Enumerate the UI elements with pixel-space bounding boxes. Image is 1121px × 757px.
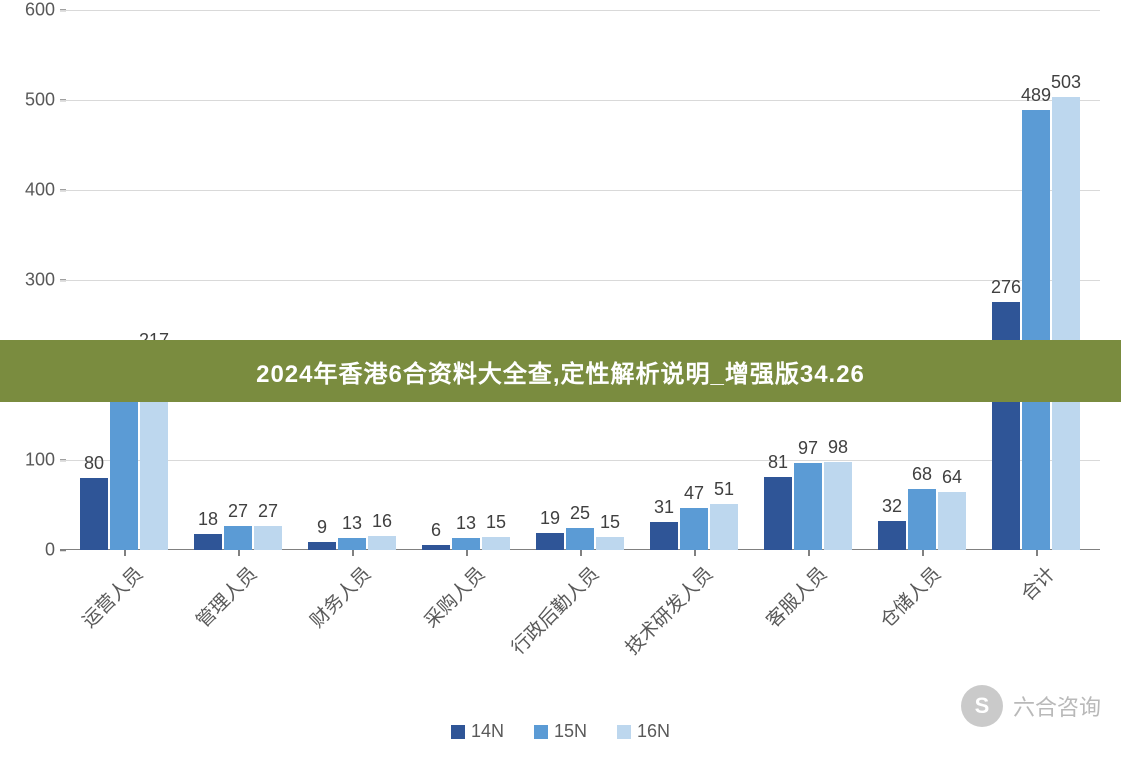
bar-value-label: 6 bbox=[431, 520, 441, 545]
bar-value-label: 98 bbox=[828, 437, 848, 462]
bar: 13 bbox=[452, 538, 480, 550]
bar-value-label: 489 bbox=[1021, 85, 1051, 110]
x-category-label: 采购人员 bbox=[417, 560, 490, 633]
bar: 489 bbox=[1022, 110, 1050, 550]
x-category-label: 客服人员 bbox=[759, 560, 832, 633]
bar-value-label: 97 bbox=[798, 438, 818, 463]
legend-label: 14N bbox=[471, 721, 504, 742]
y-tick-label: 500 bbox=[0, 90, 55, 111]
bar-value-label: 81 bbox=[768, 452, 788, 477]
bar-group: 182727 bbox=[194, 526, 282, 550]
bar-value-label: 27 bbox=[258, 501, 278, 526]
bar: 80 bbox=[80, 478, 108, 550]
bar: 68 bbox=[908, 489, 936, 550]
x-category-label: 技术研发人员 bbox=[618, 560, 718, 660]
wechat-icon: S bbox=[961, 685, 1003, 727]
bar-group: 61315 bbox=[422, 537, 510, 551]
bar-value-label: 503 bbox=[1051, 72, 1081, 97]
bar: 18 bbox=[194, 534, 222, 550]
bar: 47 bbox=[680, 508, 708, 550]
x-category-label: 财务人员 bbox=[303, 560, 376, 633]
y-tick-label: 0 bbox=[0, 540, 55, 561]
bar-group: 314751 bbox=[650, 504, 738, 550]
bar: 51 bbox=[710, 504, 738, 550]
x-category-label: 合计 bbox=[1014, 560, 1060, 606]
bar-value-label: 47 bbox=[684, 483, 704, 508]
bar-value-label: 68 bbox=[912, 464, 932, 489]
bar-group: 276489503 bbox=[992, 97, 1080, 550]
bar: 6 bbox=[422, 545, 450, 550]
watermark: S 六合咨询 bbox=[961, 685, 1101, 727]
legend-item: 14N bbox=[451, 721, 504, 742]
legend-item: 16N bbox=[617, 721, 670, 742]
y-tick-label: 600 bbox=[0, 0, 55, 21]
chart-container: 0100200300400500600 80199217182727913166… bbox=[0, 0, 1121, 757]
x-category-label: 仓储人员 bbox=[873, 560, 946, 633]
bar-value-label: 18 bbox=[198, 509, 218, 534]
bar: 97 bbox=[794, 463, 822, 550]
bar-value-label: 16 bbox=[372, 511, 392, 536]
bar-value-label: 276 bbox=[991, 277, 1021, 302]
bar-value-label: 19 bbox=[540, 508, 560, 533]
bar-value-label: 13 bbox=[342, 513, 362, 538]
legend-swatch bbox=[617, 725, 631, 739]
bar: 19 bbox=[536, 533, 564, 550]
legend: 14N 15N 16N bbox=[0, 721, 1121, 742]
overlay-text: 2024年香港6合资料大全查,定性解析说明_增强版34.26 bbox=[256, 354, 865, 389]
bar: 98 bbox=[824, 462, 852, 550]
y-tick-label: 100 bbox=[0, 450, 55, 471]
bar-value-label: 9 bbox=[317, 517, 327, 542]
bar-value-label: 64 bbox=[942, 467, 962, 492]
x-category-label: 行政后勤人员 bbox=[504, 560, 604, 660]
legend-swatch bbox=[451, 725, 465, 739]
bar: 27 bbox=[224, 526, 252, 550]
bar-value-label: 51 bbox=[714, 479, 734, 504]
bar: 15 bbox=[482, 537, 510, 551]
legend-item: 15N bbox=[534, 721, 587, 742]
legend-label: 15N bbox=[554, 721, 587, 742]
y-tick-label: 300 bbox=[0, 270, 55, 291]
bar-group: 192515 bbox=[536, 528, 624, 551]
bar-value-label: 32 bbox=[882, 496, 902, 521]
bar-value-label: 80 bbox=[84, 453, 104, 478]
bar: 503 bbox=[1052, 97, 1080, 550]
y-tick-label: 400 bbox=[0, 180, 55, 201]
bar: 81 bbox=[764, 477, 792, 550]
bar: 15 bbox=[596, 537, 624, 551]
bar-value-label: 13 bbox=[456, 513, 476, 538]
bar: 16 bbox=[368, 536, 396, 550]
bar: 31 bbox=[650, 522, 678, 550]
x-category-label: 运营人员 bbox=[75, 560, 148, 633]
bar-group: 819798 bbox=[764, 462, 852, 550]
bar-value-label: 15 bbox=[600, 512, 620, 537]
bar-value-label: 15 bbox=[486, 512, 506, 537]
overlay-banner: 2024年香港6合资料大全查,定性解析说明_增强版34.26 bbox=[0, 340, 1121, 402]
bar: 276 bbox=[992, 302, 1020, 550]
watermark-text: 六合咨询 bbox=[1013, 690, 1101, 722]
bar-value-label: 27 bbox=[228, 501, 248, 526]
bar: 25 bbox=[566, 528, 594, 551]
legend-swatch bbox=[534, 725, 548, 739]
bar-value-label: 31 bbox=[654, 497, 674, 522]
bar: 32 bbox=[878, 521, 906, 550]
bar: 64 bbox=[938, 492, 966, 550]
x-category-label: 管理人员 bbox=[189, 560, 262, 633]
bar: 27 bbox=[254, 526, 282, 550]
legend-label: 16N bbox=[637, 721, 670, 742]
bar: 13 bbox=[338, 538, 366, 550]
bar: 9 bbox=[308, 542, 336, 550]
bar-group: 91316 bbox=[308, 536, 396, 550]
bar-value-label: 25 bbox=[570, 503, 590, 528]
bar-group: 326864 bbox=[878, 489, 966, 550]
